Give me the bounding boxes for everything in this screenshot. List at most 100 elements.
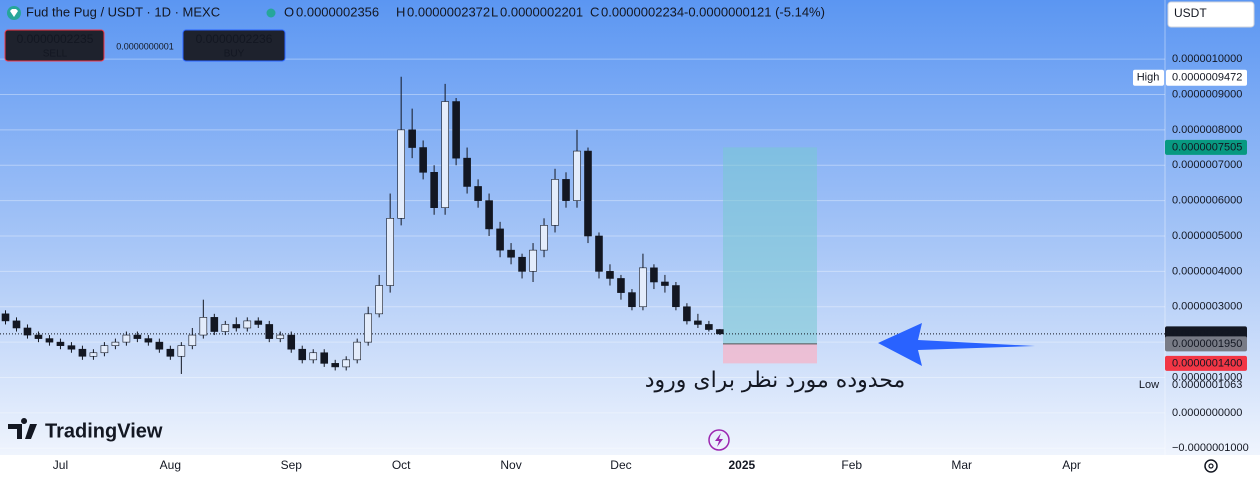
currency-dropdown[interactable]: USDT xyxy=(1167,1,1255,28)
candle-body xyxy=(375,285,383,315)
x-tick-label: Mar xyxy=(951,458,972,472)
candle-body xyxy=(144,338,153,343)
x-tick-label: Dec xyxy=(610,458,631,472)
time-axis-background xyxy=(0,455,1260,478)
candle-body xyxy=(573,150,581,201)
candle-body xyxy=(485,200,493,230)
x-tick-label: 2025 xyxy=(729,458,756,472)
logo-text: TradingView xyxy=(45,420,163,442)
ohlc-change: -0.0000000121 (-5.14%) xyxy=(684,4,825,19)
event-icon[interactable] xyxy=(708,429,730,451)
ohlc-key: O xyxy=(284,4,294,19)
sell-price[interactable]: 0.0000002235 xyxy=(17,32,94,46)
gear-ring[interactable] xyxy=(1204,459,1218,473)
entry-price-box xyxy=(1165,336,1247,352)
sell-button[interactable]: 0.0000002235 SELL xyxy=(4,29,105,62)
sell-label[interactable]: SELL xyxy=(43,49,68,60)
buy-price[interactable]: 0.0000002236 xyxy=(196,32,273,46)
candles-layer xyxy=(1,76,724,374)
y-tick-label: 0.0000005000 xyxy=(1172,230,1242,242)
logo-mark xyxy=(8,418,37,439)
candle-body xyxy=(694,320,702,325)
symbol-icon-glyph xyxy=(10,9,18,17)
spread: 0.0000000001 xyxy=(116,41,174,51)
candle-body xyxy=(639,267,647,308)
candle-body xyxy=(650,267,658,283)
candle-body xyxy=(12,320,21,329)
candle-body xyxy=(210,317,219,332)
candle-body xyxy=(232,324,241,329)
candle-body xyxy=(606,271,614,279)
sell-box[interactable] xyxy=(4,29,105,62)
target-price-box xyxy=(1165,139,1247,155)
arrow xyxy=(878,323,1035,366)
candle-body xyxy=(364,313,372,343)
candle-body xyxy=(496,228,504,251)
ohlc-value: 0.0000002234 xyxy=(601,4,684,19)
candle-body xyxy=(188,334,197,346)
dropdown-box[interactable] xyxy=(1167,1,1255,28)
candle-body xyxy=(177,345,186,357)
event-icon-glyph[interactable] xyxy=(715,433,723,447)
candle-body xyxy=(100,345,109,354)
market-status xyxy=(266,8,276,18)
candle-body xyxy=(111,341,120,346)
settings-gear[interactable] xyxy=(1204,459,1218,473)
candle-body xyxy=(221,324,230,332)
y-tick-label: 0.0000006000 xyxy=(1172,195,1242,207)
ohlc-key: C xyxy=(590,4,599,19)
candle-body xyxy=(463,157,471,187)
candle-body xyxy=(584,150,592,237)
candle-body xyxy=(562,179,570,201)
buy-box[interactable] xyxy=(182,29,286,62)
candle-body xyxy=(265,324,274,339)
symbol-title: Fud the Pug / USDT · 1D · MEXC xyxy=(26,4,220,19)
buy-button[interactable]: 0.0000002236 BUY xyxy=(182,29,286,62)
candle-body xyxy=(474,186,482,201)
candle-body xyxy=(287,334,296,350)
stop-price-label: 0.0000001400 xyxy=(1172,357,1242,369)
candle-body xyxy=(595,235,603,272)
candle-body xyxy=(45,338,54,343)
candle-body xyxy=(56,341,65,346)
candle-body xyxy=(67,345,76,350)
low-name: Low xyxy=(1139,379,1159,391)
candle-body xyxy=(331,363,340,368)
position-layer: محدوده مورد نظر برای ورود xyxy=(0,147,1165,393)
buy-label[interactable]: BUY xyxy=(224,49,245,60)
y-tick-label: 0.0000001000 xyxy=(1172,371,1242,383)
candle-body xyxy=(672,285,680,308)
candle-body xyxy=(397,129,405,219)
y-tick-label: 0.0000000000 xyxy=(1172,407,1242,419)
ohlc-value: 0.0000002201 xyxy=(500,4,583,19)
x-tick-label: Apr xyxy=(1062,458,1081,472)
x-tick-label: Jul xyxy=(53,458,68,472)
high-name: High xyxy=(1137,72,1160,84)
candle-body xyxy=(23,327,32,336)
candle-body xyxy=(320,352,329,364)
candle-body xyxy=(342,359,351,368)
profit-zone xyxy=(723,147,817,344)
x-tick-label: Sep xyxy=(281,458,303,472)
loss-zone xyxy=(723,343,817,364)
candle-body xyxy=(353,341,361,361)
candle-body xyxy=(716,329,724,335)
y-tick-label: 0.0000009000 xyxy=(1172,88,1242,100)
y-tick-label: 0.0000004000 xyxy=(1172,265,1242,277)
gear-hub[interactable] xyxy=(1208,463,1214,469)
candle-body xyxy=(386,218,394,286)
candle-body xyxy=(529,249,537,272)
candle-body xyxy=(507,249,515,258)
candle-body xyxy=(408,129,416,148)
ohlc-key: H xyxy=(396,4,405,19)
currency-label[interactable]: USDT xyxy=(1174,6,1207,20)
candle-body xyxy=(617,278,625,293)
candle-body xyxy=(452,101,460,159)
x-tick-label: Oct xyxy=(392,458,411,472)
candle-body xyxy=(441,101,449,208)
x-tick-label: Aug xyxy=(160,458,181,472)
x-tick-label: Nov xyxy=(500,458,521,472)
ohlc-key: L xyxy=(491,4,498,19)
